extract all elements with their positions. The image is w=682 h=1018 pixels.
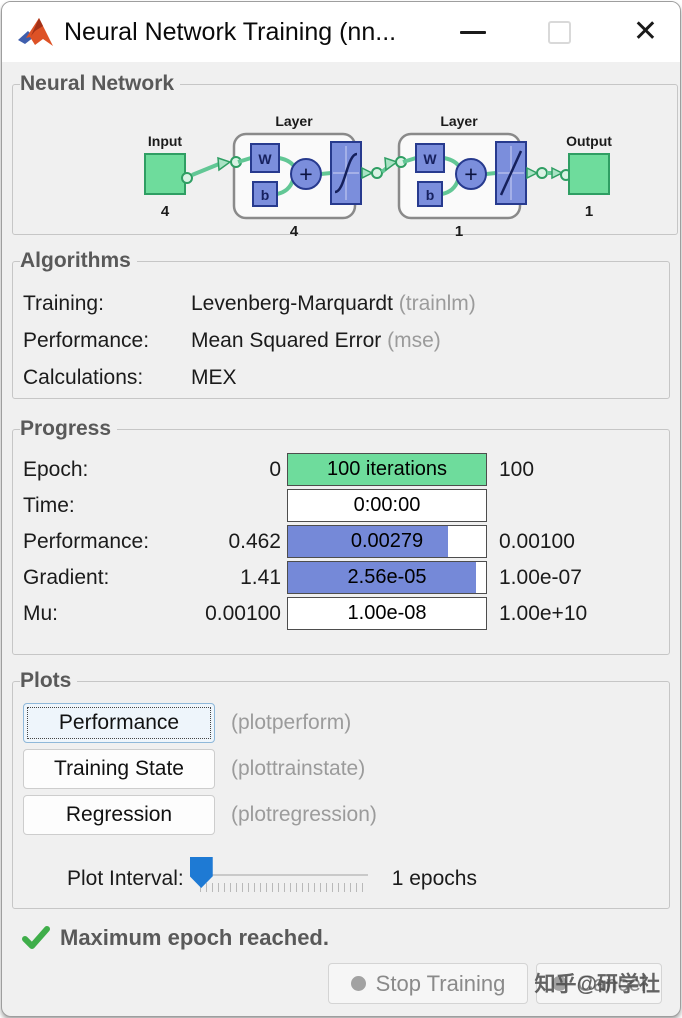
layer2-size: 1 bbox=[455, 223, 463, 240]
algorithms-section: Algorithms Training: Levenberg-Marquardt… bbox=[12, 249, 670, 399]
progress-row-min: 0.462 bbox=[228, 530, 281, 553]
layer2-sum-node bbox=[455, 158, 487, 190]
svg-text:+: + bbox=[464, 161, 477, 187]
progress-row-max: 1.00e+10 bbox=[499, 602, 588, 625]
slider-track[interactable] bbox=[201, 874, 368, 876]
algorithm-row-value: Levenberg-Marquardt (trainlm) bbox=[191, 292, 476, 315]
progress-row-max: 0.00100 bbox=[499, 530, 575, 553]
algorithm-row-label: Calculations: bbox=[23, 366, 144, 389]
algorithm-row-label: Training: bbox=[23, 292, 104, 315]
input-label: Input bbox=[148, 133, 183, 149]
algorithm-row-label: Performance: bbox=[23, 329, 150, 352]
performance-progress-bar: 0.00279 bbox=[287, 525, 487, 558]
training-state-plot-button[interactable]: Training State bbox=[23, 749, 215, 789]
arrow-icon bbox=[384, 156, 399, 172]
footer-buttons: Stop Training Cancel 知乎@研学社 bbox=[328, 963, 662, 1004]
plot-code-label: (plotregression) bbox=[231, 803, 377, 826]
layer2-label: Layer bbox=[440, 113, 478, 129]
progress-title: Progress bbox=[20, 417, 112, 440]
window-controls: ✕ bbox=[459, 15, 666, 48]
algorithm-row-value: MEX bbox=[191, 366, 237, 389]
layer1-size: 4 bbox=[290, 223, 299, 240]
plots-section: Plots Performance (plotperform) Training… bbox=[12, 669, 670, 909]
arrow-icon bbox=[551, 166, 564, 180]
progress-row-label: Time: bbox=[23, 494, 75, 517]
tansig-curve bbox=[334, 152, 358, 194]
plot-code-label: (plotperform) bbox=[231, 711, 352, 734]
performance-plot-button[interactable]: Performance bbox=[23, 703, 215, 743]
progress-row-max: 1.00e-07 bbox=[499, 566, 582, 589]
minimize-icon[interactable] bbox=[459, 30, 486, 34]
neural-network-section: Neural Network Input 4 Layer W b + bbox=[12, 72, 678, 240]
arrow-icon bbox=[217, 156, 232, 172]
layer1-label: Layer bbox=[275, 113, 313, 129]
layer1-bias-node bbox=[252, 181, 278, 207]
svg-text:b: b bbox=[261, 187, 270, 203]
layer2-weight-node bbox=[415, 143, 445, 173]
progress-row-label: Gradient: bbox=[23, 566, 110, 589]
algorithm-row-value: Mean Squared Error (mse) bbox=[191, 329, 441, 352]
svg-text:W: W bbox=[258, 151, 272, 167]
algorithms-title: Algorithms bbox=[20, 249, 131, 272]
output-size: 1 bbox=[585, 203, 593, 220]
connector-dot bbox=[181, 172, 193, 184]
purelin-line bbox=[499, 150, 523, 196]
algorithms-list: Training: Levenberg-Marquardt (trainlm) … bbox=[23, 285, 659, 396]
input-node bbox=[144, 153, 186, 195]
progress-row-min: 0.00100 bbox=[205, 602, 281, 625]
output-node bbox=[568, 153, 610, 195]
input-size: 4 bbox=[161, 203, 170, 220]
epoch-progress-bar: 100 iterations bbox=[287, 453, 487, 486]
arrow-icon bbox=[361, 166, 374, 180]
svg-text:b: b bbox=[426, 187, 435, 203]
progress-section: Progress Epoch: 0 100 iterations 100 Tim… bbox=[12, 417, 670, 655]
neural-network-title: Neural Network bbox=[20, 72, 175, 95]
progress-row-label: Mu: bbox=[23, 602, 59, 625]
progress-row-max: 100 bbox=[499, 458, 535, 481]
plot-interval-slider[interactable] bbox=[189, 857, 368, 901]
plot-interval-label: Plot Interval: bbox=[67, 867, 184, 890]
status-row: Maximum epoch reached. bbox=[22, 925, 680, 951]
matlab-icon bbox=[18, 18, 53, 46]
progress-row-min: 1.41 bbox=[240, 566, 281, 589]
gradient-progress-bar: 2.56e-05 bbox=[287, 561, 487, 594]
output-label: Output bbox=[566, 133, 612, 149]
status-message: Maximum epoch reached. bbox=[60, 925, 329, 950]
time-progress-bar: 0:00:00 bbox=[287, 489, 487, 522]
network-diagram: Input 4 Layer W b + 4 bbox=[144, 113, 612, 240]
mu-progress-bar: 1.00e-08 bbox=[287, 597, 487, 630]
layer2-bias-node bbox=[417, 181, 443, 207]
slider-thumb[interactable] bbox=[189, 857, 213, 888]
window-title: Neural Network Training (nn... bbox=[64, 17, 397, 46]
cancel-button[interactable]: Cancel bbox=[536, 963, 662, 1004]
cancel-icon bbox=[552, 976, 568, 991]
plot-interval-value: 1 epochs bbox=[391, 867, 477, 890]
arrow-icon bbox=[526, 166, 539, 180]
svg-text:+: + bbox=[299, 161, 312, 187]
title-bar: Neural Network Training (nn... ✕ bbox=[2, 2, 680, 62]
stop-training-button[interactable]: Stop Training bbox=[328, 963, 528, 1004]
progress-row-label: Epoch: bbox=[23, 458, 89, 481]
progress-row-label: Performance: bbox=[23, 530, 150, 553]
layer1-weight-node bbox=[250, 143, 280, 173]
layer1-sum-node bbox=[290, 158, 322, 190]
regression-plot-button[interactable]: Regression bbox=[23, 795, 215, 835]
svg-text:W: W bbox=[423, 151, 437, 167]
progress-table: Epoch: 0 100 iterations 100 Time: 0:00:0… bbox=[23, 453, 659, 630]
plot-code-label: (plottrainstate) bbox=[231, 757, 366, 780]
close-icon[interactable]: ✕ bbox=[632, 15, 658, 48]
progress-row-min: 0 bbox=[269, 458, 281, 481]
slider-ticks bbox=[199, 883, 368, 892]
check-icon bbox=[22, 926, 50, 949]
plots-title: Plots bbox=[20, 669, 72, 692]
stop-icon bbox=[350, 976, 366, 991]
maximize-icon[interactable] bbox=[547, 20, 571, 44]
